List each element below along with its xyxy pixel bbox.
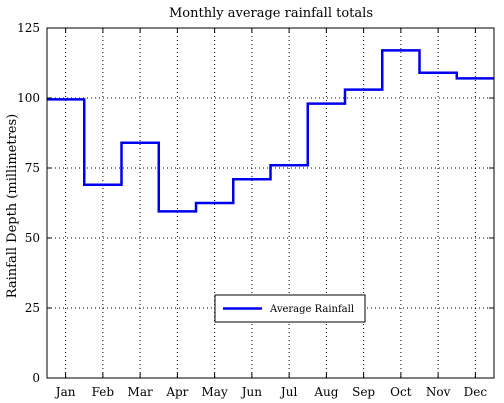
y-tick-labels: 0 25 50 75 100 125 (17, 21, 494, 385)
y-tick-label: 125 (17, 21, 40, 35)
x-tick-label: Jul (279, 385, 298, 399)
x-tick-label: Apr (165, 385, 188, 399)
plot-series (47, 49, 494, 213)
x-tick-label: Jun (240, 385, 263, 399)
x-tick-label: Sep (352, 385, 375, 399)
x-tick-label: Mar (128, 385, 153, 399)
x-tick-label: Feb (92, 385, 115, 399)
y-tick-label: 50 (25, 231, 40, 245)
x-tick-label: Jan (54, 385, 76, 399)
x-tick-label: Aug (313, 385, 338, 399)
legend-label: Average Rainfall (269, 304, 354, 315)
x-tick-label: Dec (464, 385, 488, 399)
plot-frame (46, 27, 495, 379)
y-tick-label: 0 (32, 371, 40, 385)
x-tick-label: May (202, 385, 228, 399)
rainfall-step-line (47, 49, 494, 213)
y-tick-label: 25 (25, 301, 40, 315)
x-tick-label: Oct (390, 385, 412, 399)
grid-lines (47, 28, 494, 378)
y-tick-label: 75 (25, 161, 40, 175)
legend: Average Rainfall (214, 294, 366, 323)
y-tick-label: 100 (17, 91, 40, 105)
chart-title: Monthly average rainfall totals (169, 6, 373, 21)
x-tick-labels: Jan Feb Mar Apr May Jun Jul Aug Sep Oct Nov Dec (54, 28, 488, 399)
x-tick-label: Nov (426, 385, 451, 399)
y-axis-label: Rainfall Depth (millimetres) (5, 114, 20, 298)
